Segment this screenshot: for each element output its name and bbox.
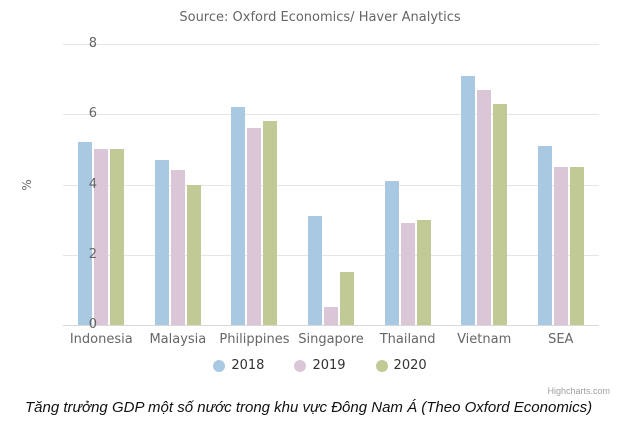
bar-2019-malaysia[interactable] [170, 170, 185, 325]
x-axis-label-singapore: Singapore [298, 332, 364, 347]
legend-label: 2019 [312, 358, 346, 373]
bar-2018-singapore[interactable] [308, 216, 322, 325]
bar-2019-singapore[interactable] [324, 307, 338, 325]
bar-2018-philippines[interactable] [231, 107, 246, 325]
x-axis-line [63, 325, 599, 326]
bar-2019-sea[interactable] [553, 166, 568, 325]
bar-2020-thailand[interactable] [416, 219, 431, 325]
x-axis-label-malaysia: Malaysia [149, 332, 207, 347]
legend-item-2018[interactable]: 2018 [213, 358, 264, 373]
highcharts-credit[interactable]: Highcharts.com [547, 386, 610, 396]
bar-group-indonesia [78, 142, 125, 325]
legend-marker-icon [294, 359, 307, 372]
legend-label: 2018 [231, 358, 265, 373]
gridline [63, 184, 599, 186]
gridline [63, 114, 599, 116]
x-axis-label-indonesia: Indonesia [69, 332, 133, 347]
bar-2019-indonesia[interactable] [94, 149, 109, 325]
bar-group-vietnam [461, 75, 508, 325]
bar-group-thailand [384, 181, 431, 325]
gridline [63, 44, 599, 45]
bar-2020-malaysia[interactable] [186, 184, 201, 325]
bar-2019-vietnam[interactable] [477, 89, 492, 325]
bar-2018-malaysia[interactable] [154, 159, 169, 325]
bar-2018-indonesia[interactable] [78, 142, 93, 325]
bar-2020-singapore[interactable] [340, 272, 354, 325]
legend-item-2020[interactable]: 2020 [375, 358, 427, 373]
bar-group-singapore [308, 216, 354, 325]
bar-2020-philippines[interactable] [263, 121, 278, 325]
x-axis-label-sea: SEA [548, 332, 574, 347]
x-axis-label-vietnam: Vietnam [457, 332, 512, 347]
plot-area [63, 44, 599, 326]
bar-2020-vietnam[interactable] [493, 103, 508, 325]
x-axis-label-thailand: Thailand [379, 332, 436, 347]
bar-group-sea [537, 145, 584, 325]
x-axis-label-philippines: Philippines [219, 332, 290, 347]
y-tick-label: 2 [88, 246, 97, 262]
bar-2020-indonesia[interactable] [110, 149, 125, 325]
y-tick-label: 4 [88, 176, 97, 192]
gridline [63, 254, 599, 256]
gdp-growth-chart: Source: Oxford Economics/ Haver Analytic… [0, 10, 640, 396]
y-axis-title: % [20, 179, 34, 191]
legend: 2018 2019 2020 [0, 358, 640, 373]
bar-2020-sea[interactable] [569, 166, 584, 325]
x-axis-labels: Indonesia Malaysia Philippines Singapore Tha… [63, 332, 599, 347]
bar-2019-thailand[interactable] [400, 223, 415, 325]
bar-group-malaysia [154, 159, 201, 325]
chart-title: Source: Oxford Economics/ Haver Analytic… [179, 10, 461, 25]
figure-caption: Tăng trưởng GDP một số nước trong khu vự… [25, 399, 593, 416]
bar-2019-philippines[interactable] [247, 128, 262, 325]
bar-2018-vietnam[interactable] [461, 75, 476, 325]
legend-marker-icon [375, 359, 388, 372]
legend-marker-icon [213, 359, 226, 372]
bar-2018-sea[interactable] [537, 145, 552, 325]
bar-2018-thailand[interactable] [384, 181, 399, 325]
y-tick-label: 6 [88, 106, 97, 122]
legend-item-2019[interactable]: 2019 [294, 358, 346, 373]
legend-label: 2020 [393, 358, 427, 373]
y-tick-label: 8 [88, 36, 97, 51]
y-tick-label: 0 [88, 317, 97, 332]
bar-group-philippines [231, 107, 278, 325]
